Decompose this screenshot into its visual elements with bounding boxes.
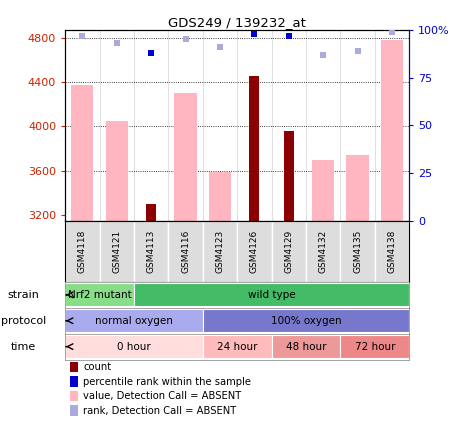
- Bar: [71, 85, 93, 221]
- Bar: [146, 204, 156, 221]
- FancyBboxPatch shape: [272, 221, 306, 282]
- FancyBboxPatch shape: [168, 221, 203, 282]
- Text: 24 hour: 24 hour: [217, 342, 258, 351]
- Bar: [249, 76, 259, 221]
- Text: percentile rank within the sample: percentile rank within the sample: [83, 377, 252, 386]
- FancyBboxPatch shape: [272, 335, 340, 358]
- FancyBboxPatch shape: [134, 283, 409, 306]
- Text: wild type: wild type: [248, 290, 295, 300]
- Text: 100% oxygen: 100% oxygen: [271, 316, 341, 326]
- Bar: [70, 405, 78, 416]
- Text: GSM4121: GSM4121: [112, 230, 121, 273]
- Bar: [284, 131, 294, 221]
- Bar: [106, 121, 128, 221]
- Text: 72 hour: 72 hour: [354, 342, 395, 351]
- Text: GSM4132: GSM4132: [319, 230, 328, 273]
- FancyBboxPatch shape: [237, 221, 272, 282]
- Text: rank, Detection Call = ABSENT: rank, Detection Call = ABSENT: [83, 406, 237, 415]
- Text: GSM4118: GSM4118: [78, 230, 87, 273]
- Bar: [174, 93, 197, 221]
- FancyBboxPatch shape: [65, 221, 100, 282]
- FancyBboxPatch shape: [375, 221, 409, 282]
- FancyBboxPatch shape: [100, 221, 134, 282]
- Text: 0 hour: 0 hour: [117, 342, 151, 351]
- Text: GSM4113: GSM4113: [146, 230, 156, 273]
- Bar: [381, 40, 403, 221]
- Text: count: count: [83, 362, 112, 372]
- Text: Nrf2 mutant: Nrf2 mutant: [67, 290, 132, 300]
- FancyBboxPatch shape: [65, 335, 203, 358]
- FancyBboxPatch shape: [65, 283, 134, 306]
- Y-axis label: time: time: [11, 342, 36, 351]
- FancyBboxPatch shape: [340, 335, 409, 358]
- FancyBboxPatch shape: [340, 221, 375, 282]
- Bar: [346, 155, 369, 221]
- Text: 48 hour: 48 hour: [286, 342, 326, 351]
- Bar: [70, 391, 78, 401]
- Text: GSM4138: GSM4138: [387, 230, 397, 273]
- FancyBboxPatch shape: [65, 309, 203, 332]
- FancyBboxPatch shape: [203, 221, 237, 282]
- Title: GDS249 / 139232_at: GDS249 / 139232_at: [168, 16, 306, 29]
- Text: GSM4116: GSM4116: [181, 230, 190, 273]
- Text: GSM4129: GSM4129: [284, 230, 293, 273]
- Text: normal oxygen: normal oxygen: [95, 316, 173, 326]
- FancyBboxPatch shape: [203, 335, 272, 358]
- FancyBboxPatch shape: [306, 221, 340, 282]
- Text: GSM4135: GSM4135: [353, 230, 362, 273]
- Bar: [70, 362, 78, 372]
- FancyBboxPatch shape: [134, 221, 168, 282]
- FancyBboxPatch shape: [203, 309, 409, 332]
- Text: GSM4126: GSM4126: [250, 230, 259, 273]
- Text: GSM4123: GSM4123: [215, 230, 225, 273]
- Text: value, Detection Call = ABSENT: value, Detection Call = ABSENT: [83, 391, 242, 401]
- Y-axis label: protocol: protocol: [1, 316, 46, 326]
- Bar: [209, 172, 231, 221]
- Bar: [312, 160, 334, 221]
- Bar: [70, 376, 78, 387]
- Y-axis label: strain: strain: [7, 290, 40, 300]
